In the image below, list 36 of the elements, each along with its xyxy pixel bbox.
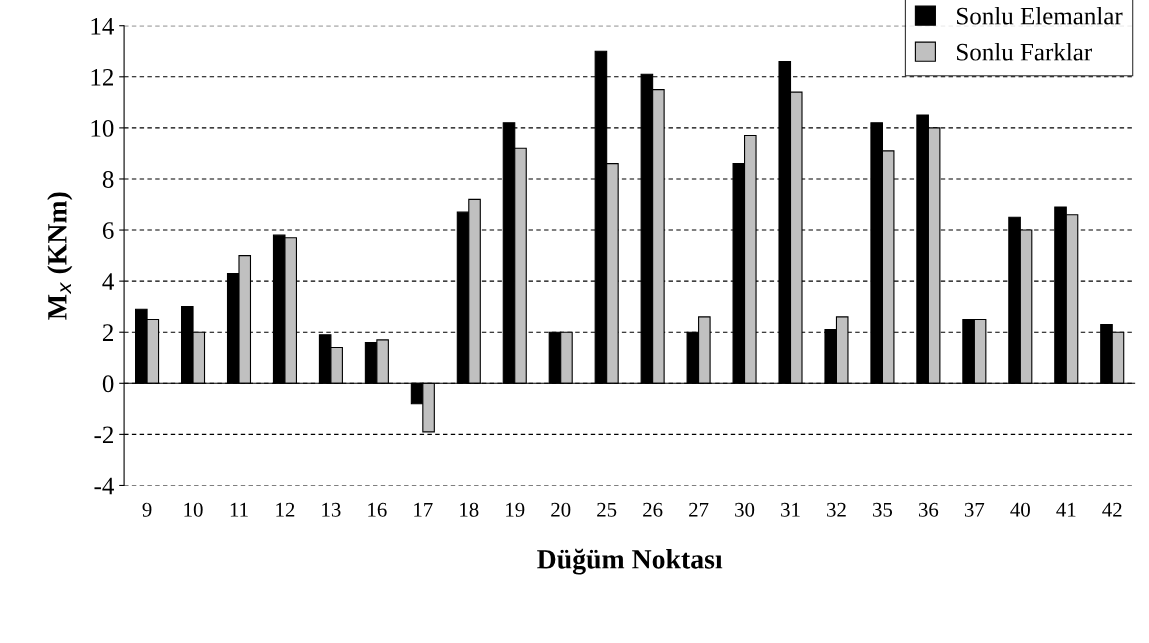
y-tick-label: 0 xyxy=(102,375,114,393)
x-tick-label: 35 xyxy=(873,502,893,517)
y-tick-label: -4 xyxy=(94,477,114,495)
x-tick-label: 18 xyxy=(460,502,479,517)
legend-label: Sonlu Elemanlar xyxy=(957,6,1123,25)
y-tick-label: 6 xyxy=(102,222,114,239)
x-axis-title: Düğüm Noktası xyxy=(537,548,723,575)
y-tick-label: -2 xyxy=(94,426,113,444)
x-tick-label: 31 xyxy=(781,502,800,517)
y-tick-label: 10 xyxy=(91,119,114,137)
x-tick-label: 16 xyxy=(368,502,387,517)
x-tick-label: 40 xyxy=(1010,502,1030,517)
x-tick-label: 32 xyxy=(827,502,846,517)
y-axis-title: M$_{x}$ (KNm) xyxy=(47,192,73,320)
x-tick-label: 41 xyxy=(1056,502,1076,517)
x-tick-label: 13 xyxy=(322,502,341,517)
y-tick-label: 14 xyxy=(91,17,114,35)
x-tick-label: 12 xyxy=(276,502,295,517)
x-tick-label: 10 xyxy=(184,502,203,517)
x-tick-label: 9 xyxy=(142,502,152,517)
y-tick-label: 12 xyxy=(91,68,113,86)
x-tick-label: 19 xyxy=(506,502,525,517)
x-tick-label: 30 xyxy=(735,502,755,517)
x-tick-label: 37 xyxy=(964,502,985,517)
x-tick-label: 36 xyxy=(918,502,939,517)
y-tick-label: 4 xyxy=(102,273,114,290)
x-tick-label: 26 xyxy=(643,502,663,517)
x-tick-label: 27 xyxy=(689,502,709,517)
x-tick-label: 42 xyxy=(1102,502,1122,517)
x-tick-label: 25 xyxy=(597,502,617,517)
y-tick-label: 8 xyxy=(102,171,114,188)
y-tick-label: 2 xyxy=(102,324,113,341)
x-tick-label: 17 xyxy=(414,502,433,517)
legend-label: Sonlu Farklar xyxy=(957,43,1092,61)
x-tick-label: 11 xyxy=(230,502,248,517)
x-tick-label: 20 xyxy=(551,502,571,517)
